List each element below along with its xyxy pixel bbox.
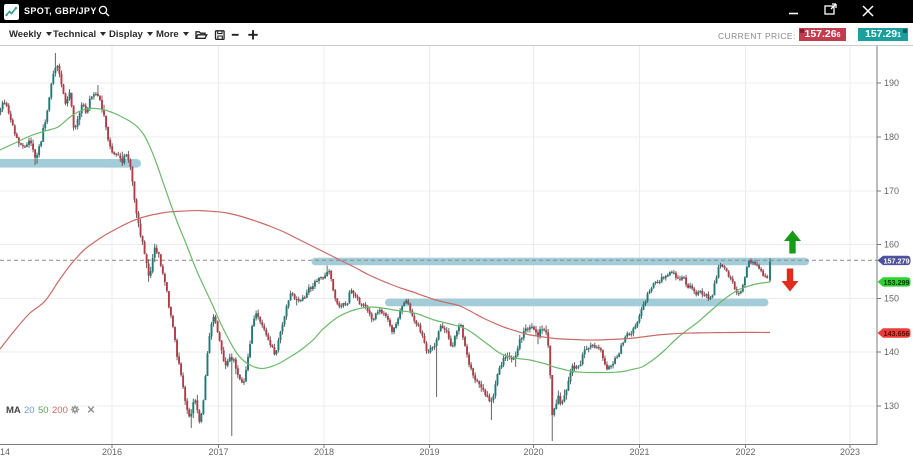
svg-text:2021: 2021	[629, 447, 649, 457]
svg-text:2018: 2018	[314, 447, 334, 457]
svg-text:200: 200	[52, 405, 68, 416]
svg-text:140: 140	[884, 347, 899, 357]
svg-text:190: 190	[884, 78, 899, 88]
svg-text:2020: 2020	[523, 447, 543, 457]
svg-text:153.299: 153.299	[884, 278, 910, 287]
svg-text:2022: 2022	[735, 447, 755, 457]
svg-text:2016: 2016	[102, 447, 122, 457]
svg-text:143.656: 143.656	[884, 329, 910, 338]
svg-text:20: 20	[24, 405, 35, 416]
svg-text:160: 160	[884, 240, 899, 250]
svg-text:130: 130	[884, 401, 899, 411]
svg-text:2017: 2017	[208, 447, 228, 457]
svg-text:170: 170	[884, 186, 899, 196]
svg-text:150: 150	[884, 293, 899, 303]
svg-text:180: 180	[884, 132, 899, 142]
svg-text:50: 50	[38, 405, 49, 416]
svg-text:157.279: 157.279	[884, 256, 910, 265]
svg-text:2019: 2019	[419, 447, 439, 457]
svg-text:14: 14	[0, 447, 10, 457]
svg-text:MA: MA	[6, 405, 21, 416]
svg-text:2023: 2023	[840, 447, 860, 457]
